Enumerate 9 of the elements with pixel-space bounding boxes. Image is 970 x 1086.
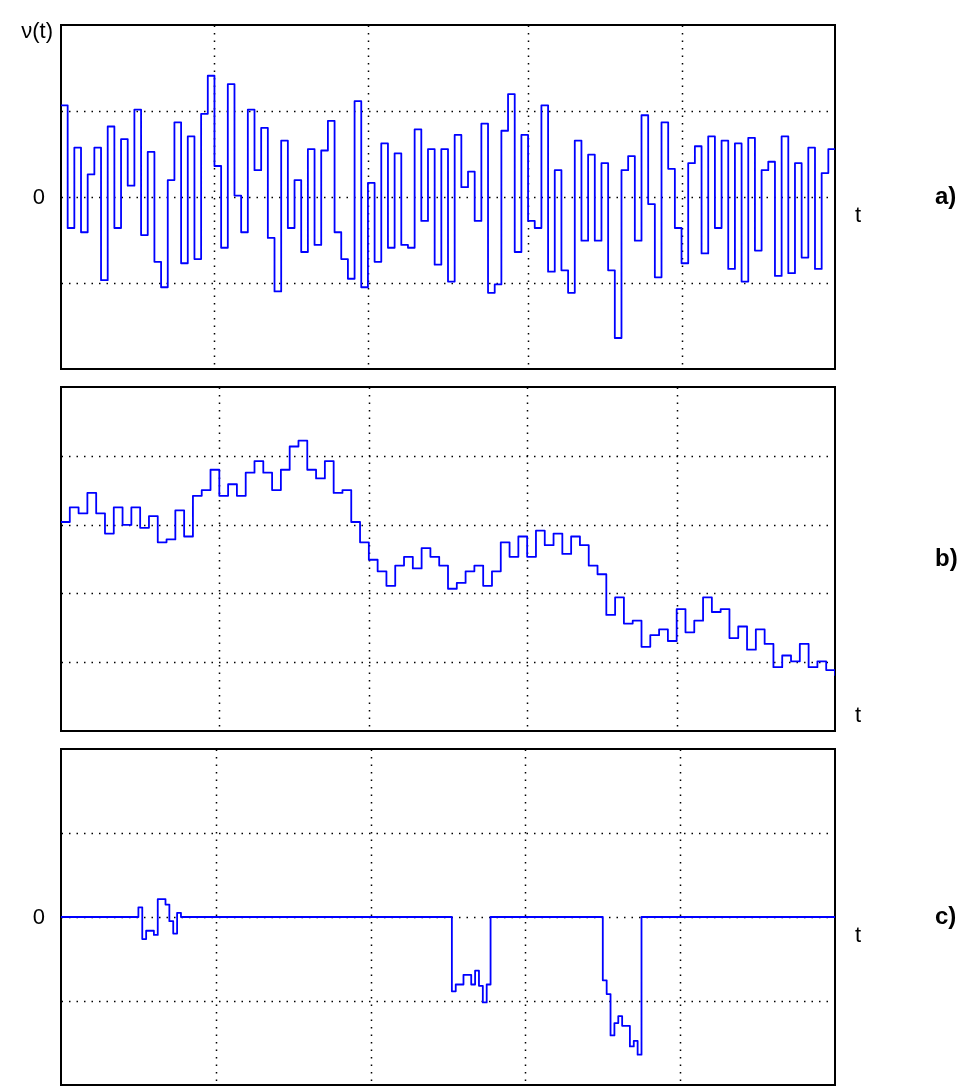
x-axis-title: t bbox=[855, 202, 862, 227]
text: a) bbox=[935, 182, 957, 209]
text: 0 bbox=[32, 184, 45, 209]
x-axis-title: t bbox=[855, 702, 862, 727]
x-axis-title: t bbox=[855, 922, 862, 947]
text: b) bbox=[935, 544, 958, 571]
text: c) bbox=[935, 902, 957, 929]
y-axis-title: ν(t) bbox=[21, 18, 53, 43]
text: 0 bbox=[32, 904, 45, 929]
